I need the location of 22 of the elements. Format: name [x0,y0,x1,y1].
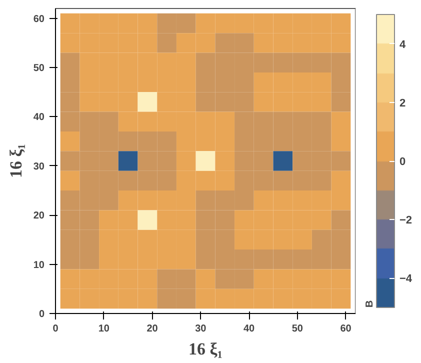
x-tick-label: 0 [52,324,59,334]
y-tick-label: 10 [33,260,45,271]
x-tick-label: 30 [195,324,207,334]
x-tick-label: 60 [340,324,352,334]
y-tick-label: 20 [33,210,45,222]
y-tick-label: 60 [33,14,45,25]
color-bar-title: B [364,300,376,308]
x-axis-title: 16 ξ₁ [188,340,222,358]
y-axis-title: 16 ξ₁ [6,144,26,178]
y-tick-label: 0 [38,309,45,320]
color-bar-label: 0 [400,156,406,168]
x-tick-label: 10 [98,324,110,334]
y-tick-label: 40 [33,112,45,124]
x-tick-label: 40 [243,324,256,334]
x-tick-label: 20 [146,324,158,334]
color-bar-label: −4 [400,273,413,286]
y-tick-label: 30 [33,161,45,172]
color-bar-label: −2 [400,214,412,227]
color-bar-label: 2 [400,97,406,110]
y-tick-label: 50 [33,63,45,74]
x-tick-label: 50 [292,324,304,334]
color-bar-label: 4 [400,38,406,51]
